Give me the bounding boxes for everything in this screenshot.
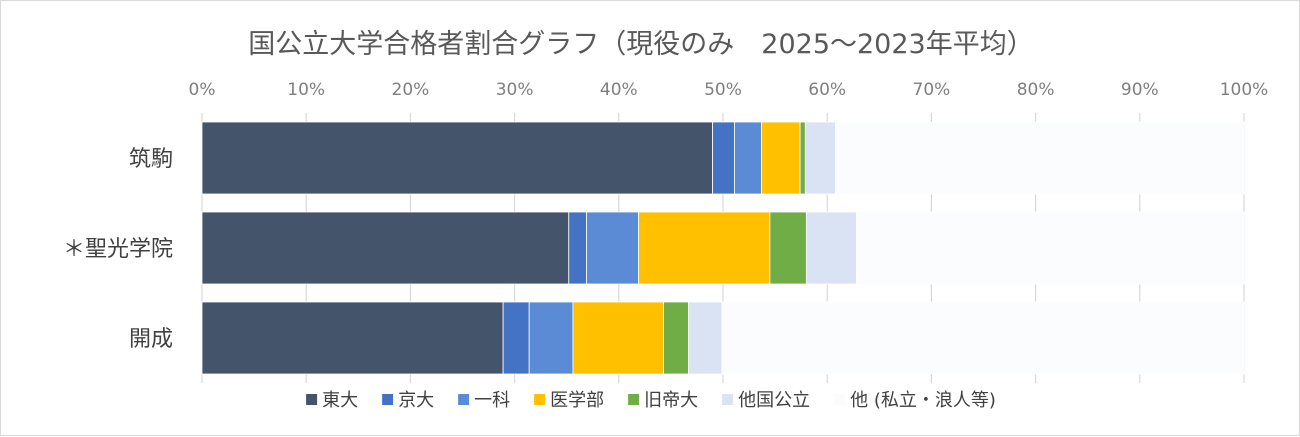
bar-segment xyxy=(769,211,807,285)
bar-segment xyxy=(805,211,857,285)
legend-label: 旧帝大 xyxy=(644,390,698,411)
legend-swatch xyxy=(534,394,546,405)
bar-segment xyxy=(586,211,639,285)
bar-segment xyxy=(572,301,665,375)
legend-swatch xyxy=(722,394,734,405)
bar-segment xyxy=(568,211,587,285)
bar-segment xyxy=(502,301,530,375)
x-tick-label: 70% xyxy=(913,80,951,100)
x-tick-label: 50% xyxy=(704,80,742,100)
legend-swatch xyxy=(382,394,394,405)
category-label: 開成 xyxy=(129,327,173,352)
legend-label: 東大 xyxy=(322,390,358,411)
legend-label: 他 (私立・浪人等) xyxy=(850,390,996,411)
legend-label: 京大 xyxy=(398,390,434,411)
bar-segment xyxy=(663,301,690,375)
bar-segment xyxy=(201,301,504,375)
bar-segment xyxy=(712,121,735,195)
x-tick-label: 0% xyxy=(189,80,216,100)
legend-swatch xyxy=(306,394,318,405)
bar-segment xyxy=(761,121,801,195)
bar-segment xyxy=(799,121,806,195)
bar-segment xyxy=(201,121,713,195)
legend-swatch xyxy=(458,394,470,405)
x-tick-label: 100% xyxy=(1220,80,1269,100)
category-label: ＊聖光学院 xyxy=(63,237,173,262)
x-tick-label: 20% xyxy=(392,80,430,100)
x-tick-label: 40% xyxy=(600,80,638,100)
bar-segment xyxy=(201,211,570,285)
bar-segment xyxy=(528,301,574,375)
bar-segment xyxy=(804,121,836,195)
bar-segment xyxy=(855,211,1245,285)
legend-label: 他国公立 xyxy=(738,390,810,411)
category-label: 筑駒 xyxy=(129,147,173,172)
legend-swatch xyxy=(834,394,846,405)
bar-segment xyxy=(835,121,1245,195)
legend-label: 医学部 xyxy=(550,390,604,411)
bar-segment xyxy=(688,301,723,375)
legend-swatch xyxy=(628,394,640,405)
x-tick-label: 80% xyxy=(1017,80,1055,100)
bar-segment xyxy=(734,121,762,195)
bar-segment xyxy=(638,211,771,285)
x-tick-label: 60% xyxy=(808,80,846,100)
legend-label: 一科 xyxy=(474,390,510,411)
chart-title: 国公立大学合格者割合グラフ（現役のみ 2025～2023年平均） xyxy=(248,29,1033,60)
x-tick-label: 30% xyxy=(496,80,534,100)
bar-segment xyxy=(721,301,1245,375)
x-tick-label: 90% xyxy=(1121,80,1159,100)
x-tick-label: 10% xyxy=(287,80,325,100)
